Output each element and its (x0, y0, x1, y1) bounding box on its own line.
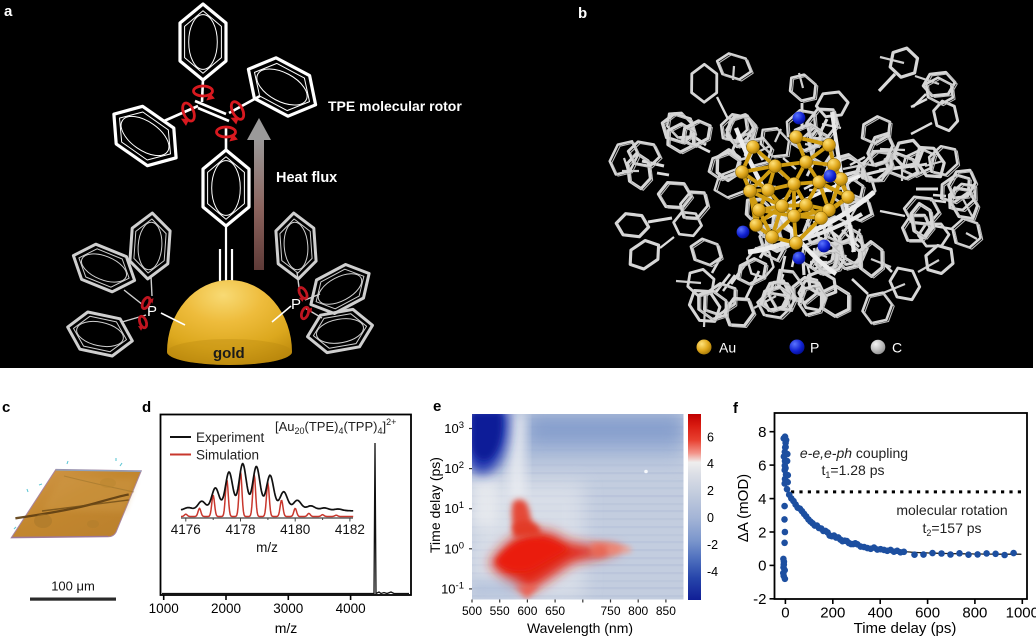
svg-text:P: P (810, 340, 819, 356)
svg-text:b: b (578, 5, 587, 22)
svg-text:c: c (2, 399, 10, 416)
svg-text:2: 2 (758, 524, 766, 541)
svg-text:800: 800 (628, 604, 648, 618)
svg-text:4180: 4180 (280, 522, 310, 537)
svg-text:C: C (892, 340, 902, 356)
svg-text:750: 750 (600, 604, 620, 618)
svg-text:650: 650 (545, 604, 565, 618)
svg-text:Time delay (ps): Time delay (ps) (854, 620, 957, 637)
svg-text:Time delay (ps): Time delay (ps) (427, 457, 443, 553)
svg-text:ΔA (mOD): ΔA (mOD) (735, 474, 752, 542)
svg-text:m/z: m/z (256, 540, 278, 555)
svg-text:600: 600 (517, 604, 537, 618)
svg-text:e-e,e-ph coupling: e-e,e-ph coupling (800, 445, 908, 461)
svg-text:0: 0 (758, 558, 766, 575)
svg-text:m/z: m/z (275, 620, 298, 636)
svg-text:200: 200 (820, 605, 845, 622)
svg-text:100 μm: 100 μm (51, 579, 95, 594)
svg-text:-2: -2 (707, 538, 718, 552)
svg-text:400: 400 (868, 605, 893, 622)
svg-text:Wavelength (nm): Wavelength (nm) (527, 620, 633, 636)
svg-text:Experiment: Experiment (196, 430, 265, 445)
svg-text:Simulation: Simulation (196, 448, 259, 463)
svg-text:1000: 1000 (1006, 605, 1036, 622)
svg-text:4: 4 (707, 457, 714, 471)
svg-text:-4: -4 (707, 565, 718, 579)
svg-text:500: 500 (462, 604, 482, 618)
svg-text:2: 2 (707, 484, 714, 498)
svg-text:[Au20(TPE)4(TPP)4]2+: [Au20(TPE)4(TPP)4]2+ (275, 417, 396, 436)
svg-text:Au: Au (719, 340, 736, 356)
svg-text:550: 550 (490, 604, 510, 618)
svg-text:-2: -2 (753, 591, 766, 608)
svg-text:P: P (147, 303, 157, 320)
svg-text:6: 6 (707, 430, 714, 444)
svg-text:TPE molecular rotor: TPE molecular rotor (328, 98, 462, 114)
svg-text:P: P (291, 296, 301, 313)
svg-text:2000: 2000 (211, 601, 241, 616)
svg-text:850: 850 (656, 604, 676, 618)
svg-text:3000: 3000 (273, 601, 303, 616)
svg-text:4182: 4182 (335, 522, 365, 537)
svg-text:gold: gold (213, 345, 245, 362)
svg-text:600: 600 (915, 605, 940, 622)
svg-text:1000: 1000 (149, 601, 179, 616)
svg-text:a: a (4, 3, 13, 20)
svg-text:4176: 4176 (171, 522, 201, 537)
svg-text:e: e (433, 398, 441, 415)
svg-text:4178: 4178 (225, 522, 255, 537)
svg-text:f: f (733, 400, 739, 417)
svg-text:Heat flux: Heat flux (276, 170, 337, 186)
svg-text:t2=157 ps: t2=157 ps (922, 520, 981, 538)
svg-text:4: 4 (758, 491, 766, 508)
svg-text:6: 6 (758, 457, 766, 474)
svg-text:0: 0 (781, 605, 789, 622)
svg-text:8: 8 (758, 424, 766, 441)
svg-text:4000: 4000 (336, 601, 366, 616)
svg-text:t1=1.28 ps: t1=1.28 ps (821, 462, 884, 480)
svg-text:molecular rotation: molecular rotation (896, 502, 1007, 518)
svg-text:0: 0 (707, 511, 714, 525)
svg-text:d: d (142, 399, 151, 416)
svg-text:800: 800 (962, 605, 987, 622)
